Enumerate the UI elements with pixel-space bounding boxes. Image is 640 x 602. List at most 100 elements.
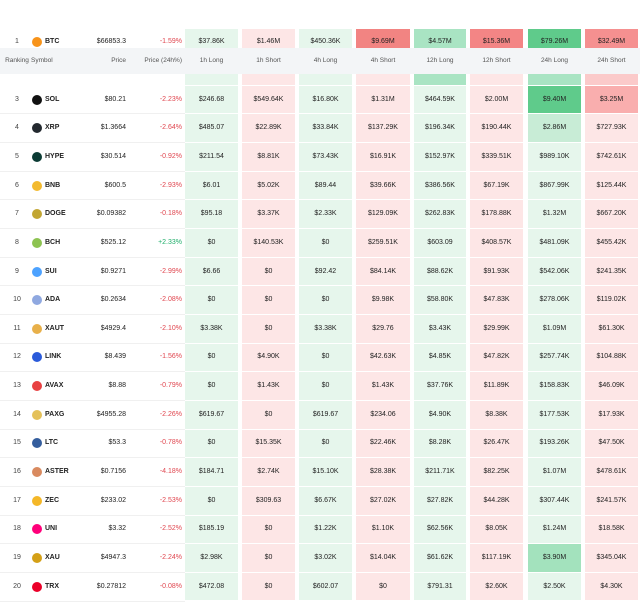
metric-cell (585, 257, 638, 286)
symbol: SOL (45, 95, 60, 103)
symbol: ADA (45, 296, 61, 304)
price-change: -2.26% (159, 410, 182, 418)
metric-value: $0 (321, 353, 330, 361)
metric-value: $307.44K (539, 496, 570, 504)
metric-cell (528, 315, 581, 343)
symbol: ZEC (45, 496, 59, 504)
metric-value: $241.35K (596, 267, 627, 275)
hidden-row-cell (585, 74, 638, 85)
price: $4947.3 (100, 554, 126, 562)
metric-value: $1.31M (371, 95, 395, 103)
metric-cell (414, 400, 466, 429)
price-change: -2.99% (159, 267, 182, 275)
metric-cell (299, 400, 352, 429)
coin-icon (32, 409, 42, 420)
metric-cell (299, 343, 352, 372)
metric-cell (414, 286, 466, 314)
metric-value: $0 (321, 439, 330, 447)
metric-cell (528, 257, 581, 286)
metric-value: $0 (321, 238, 330, 246)
metric-value: $455.42K (596, 238, 627, 246)
metric-value: $82.25K (483, 468, 510, 476)
coin-icon (32, 352, 42, 363)
metric-value: $158.83K (539, 382, 570, 390)
price-change: -0.79% (159, 382, 182, 390)
metric-cell (185, 257, 238, 286)
metric-value: $262.83K (425, 210, 455, 218)
column-header[interactable]: 24h Short (597, 57, 626, 64)
metric-cell (299, 515, 352, 544)
metric-cell (585, 315, 638, 343)
metric-value: $1.10K (371, 525, 395, 533)
metric-value: $619.67 (312, 410, 339, 418)
metric-cell (414, 257, 466, 286)
metric-cell (470, 429, 523, 458)
metric-cell (356, 572, 410, 601)
metric-cell (528, 286, 581, 314)
price-change: -0.78% (159, 439, 182, 447)
metric-value: $29.99K (483, 324, 510, 332)
column-header[interactable]: 24h Long (540, 57, 569, 64)
metric-cell (470, 286, 523, 314)
metric-cell (470, 229, 523, 257)
metric-cell (299, 544, 352, 572)
metric-cell (528, 229, 581, 257)
metric-cell (414, 458, 466, 486)
column-header[interactable]: 12h Short (482, 57, 511, 64)
metric-cell (414, 372, 466, 400)
column-header[interactable]: 4h Short (370, 57, 396, 64)
metric-cell (185, 114, 238, 143)
column-header[interactable]: 1h Short (256, 57, 281, 64)
metric-cell (470, 458, 523, 486)
metric-value: $0 (264, 267, 273, 275)
metric-value: $125.44K (596, 181, 627, 189)
metric-value: $16.91K (369, 152, 397, 160)
column-header[interactable]: 12h Long (426, 57, 454, 64)
metric-value: $37.86K (198, 38, 225, 46)
price-change: -2.53% (159, 496, 182, 504)
column-header[interactable]: Price (111, 57, 126, 64)
column-header[interactable]: Ranking (5, 57, 29, 64)
metric-cell (356, 229, 410, 257)
metric-value: $22.46K (369, 439, 397, 447)
price-change: -0.92% (159, 152, 182, 160)
price-change: -2.93% (159, 181, 182, 189)
metric-value: $549.64K (253, 95, 284, 103)
metric-cell (585, 429, 638, 458)
column-header[interactable]: 4h Long (313, 57, 338, 64)
metric-value: $14.04K (369, 554, 397, 562)
metric-value: $8.28K (428, 439, 452, 447)
metric-cell (528, 429, 581, 458)
metric-cell (185, 429, 238, 458)
metric-cell (185, 315, 238, 343)
metric-value: $18.58K (598, 525, 625, 533)
metric-cell (356, 372, 410, 400)
metric-value: $481.09K (539, 238, 570, 246)
rank: 9 (15, 267, 19, 275)
metric-value: $667.20K (596, 210, 627, 218)
metric-cell (585, 400, 638, 429)
metric-value: $37.76K (426, 382, 454, 390)
metric-cell (528, 372, 581, 400)
metric-value: $129.09K (368, 210, 398, 218)
column-header[interactable]: Symbol (31, 57, 53, 64)
metric-cell (299, 257, 352, 286)
symbol: XRP (45, 124, 60, 132)
metric-cell (414, 515, 466, 544)
metric-value: $727.93K (596, 124, 627, 132)
row-divider (0, 457, 185, 459)
metric-value: $61.30K (598, 324, 625, 332)
metric-value: $602.07 (312, 582, 339, 590)
metric-value: $542.06K (539, 267, 570, 275)
metric-value: $472.08 (198, 582, 225, 590)
metric-value: $44.28K (483, 496, 510, 504)
column-header[interactable]: Price (24h%) (144, 57, 182, 64)
metric-value: $26.47K (483, 439, 510, 447)
metric-value: $791.31 (427, 582, 453, 590)
metric-cell (470, 315, 523, 343)
row-divider (0, 228, 185, 230)
hidden-row-cell (414, 74, 466, 85)
column-header[interactable]: 1h Long (199, 57, 224, 64)
price-change: -2.10% (159, 324, 182, 332)
